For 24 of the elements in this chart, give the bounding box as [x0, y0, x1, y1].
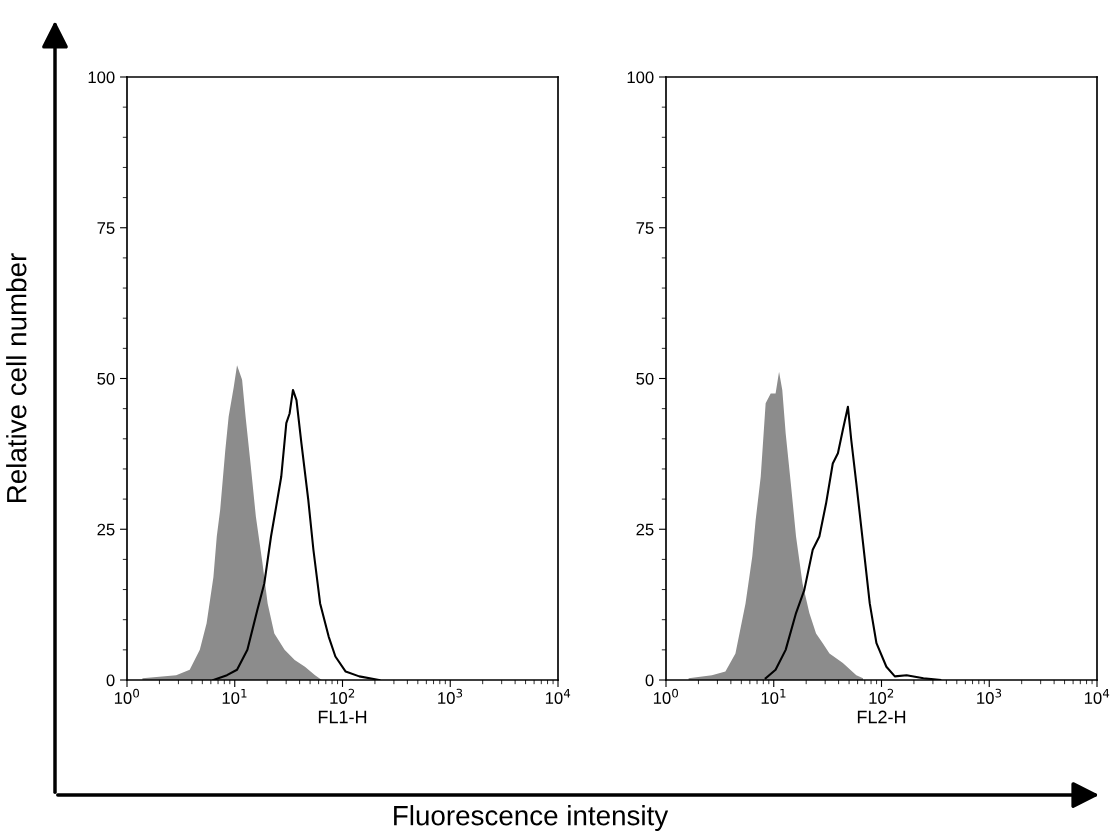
y-tick-label: 100 [627, 71, 654, 84]
x-tick-label: 10$^{3}$ [977, 688, 1002, 704]
y-tick-label: 50 [97, 372, 115, 385]
x-tick-label: 10$^{3}$ [438, 688, 463, 704]
x-tick-label: 10$^{4}$ [1084, 688, 1110, 704]
x-tick-label: 10$^{4}$ [545, 688, 571, 704]
y-tick-label: 100 [88, 71, 115, 84]
y-axis-title: Relative cell number [6, 253, 27, 503]
x-tick-label: 10$^{2}$ [869, 688, 894, 704]
x-tick-label: 10$^{0}$ [653, 688, 679, 704]
y-tick-label: 0 [645, 674, 654, 687]
y-tick-label: 75 [636, 222, 654, 234]
text: Fluorescence intensity [394, 805, 669, 831]
y-tick-label: 75 [97, 222, 115, 234]
y-tick-label: 25 [97, 523, 115, 536]
y-tick-label: 0 [106, 674, 115, 687]
x-tick-label: 10$^{0}$ [114, 688, 140, 704]
x-tick-label: 10$^{2}$ [330, 688, 355, 704]
x-axis-title: FL1-H [318, 710, 367, 724]
y-tick-label: 25 [636, 523, 654, 536]
y-tick-label: 50 [636, 372, 654, 385]
x-axis-title: FL2-H [857, 710, 906, 724]
x-tick-label: 10$^{1}$ [761, 688, 786, 704]
x-tick-label: 10$^{1}$ [222, 688, 247, 704]
